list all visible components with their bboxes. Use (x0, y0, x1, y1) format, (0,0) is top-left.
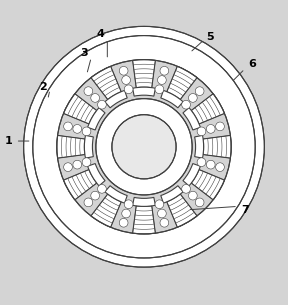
Text: 4: 4 (96, 29, 104, 39)
Circle shape (33, 36, 255, 258)
Circle shape (122, 76, 130, 84)
Wedge shape (183, 163, 200, 186)
Circle shape (82, 127, 91, 136)
Text: 7: 7 (241, 205, 249, 215)
Wedge shape (167, 66, 197, 99)
Circle shape (64, 163, 72, 171)
Wedge shape (133, 197, 155, 206)
Circle shape (160, 218, 169, 227)
Circle shape (216, 122, 224, 131)
Circle shape (57, 60, 231, 234)
Wedge shape (133, 87, 155, 96)
Wedge shape (88, 163, 105, 186)
Circle shape (188, 191, 197, 200)
Wedge shape (133, 206, 155, 234)
Circle shape (195, 87, 204, 95)
Wedge shape (84, 135, 93, 158)
Wedge shape (161, 90, 183, 108)
Circle shape (216, 163, 224, 171)
Circle shape (197, 127, 206, 136)
Text: 6: 6 (248, 59, 256, 69)
Circle shape (73, 124, 82, 133)
Circle shape (98, 185, 106, 193)
Text: 5: 5 (207, 32, 214, 42)
Circle shape (158, 76, 166, 84)
Wedge shape (203, 135, 231, 158)
Wedge shape (195, 135, 204, 158)
Wedge shape (63, 170, 97, 200)
Wedge shape (91, 194, 121, 227)
Wedge shape (183, 108, 200, 130)
Circle shape (195, 198, 204, 207)
Circle shape (158, 209, 166, 218)
Circle shape (124, 85, 133, 94)
Circle shape (155, 200, 164, 209)
Circle shape (82, 158, 91, 167)
Circle shape (73, 160, 82, 169)
Wedge shape (57, 135, 85, 158)
Circle shape (122, 209, 130, 218)
Wedge shape (63, 94, 97, 124)
Circle shape (98, 100, 106, 109)
Wedge shape (88, 108, 105, 130)
Circle shape (91, 191, 100, 200)
Circle shape (182, 100, 190, 109)
Circle shape (188, 94, 197, 102)
Wedge shape (105, 90, 127, 108)
Circle shape (124, 200, 133, 209)
Circle shape (197, 158, 206, 167)
Circle shape (155, 85, 164, 94)
Wedge shape (167, 194, 197, 227)
Text: 3: 3 (81, 48, 88, 58)
Circle shape (24, 27, 264, 267)
Circle shape (96, 99, 192, 195)
Text: 1: 1 (5, 136, 13, 146)
Circle shape (91, 94, 100, 102)
Circle shape (84, 198, 93, 207)
Wedge shape (133, 60, 155, 88)
Text: 2: 2 (39, 82, 47, 92)
Circle shape (119, 218, 128, 227)
Circle shape (206, 124, 215, 133)
Wedge shape (161, 186, 183, 203)
Circle shape (160, 66, 169, 75)
Circle shape (119, 66, 128, 75)
Wedge shape (91, 66, 121, 99)
Circle shape (112, 115, 176, 179)
Wedge shape (191, 94, 225, 124)
Wedge shape (191, 170, 225, 200)
Wedge shape (105, 186, 127, 203)
Circle shape (84, 87, 93, 95)
Circle shape (64, 122, 72, 131)
Circle shape (206, 160, 215, 169)
Circle shape (182, 185, 190, 193)
